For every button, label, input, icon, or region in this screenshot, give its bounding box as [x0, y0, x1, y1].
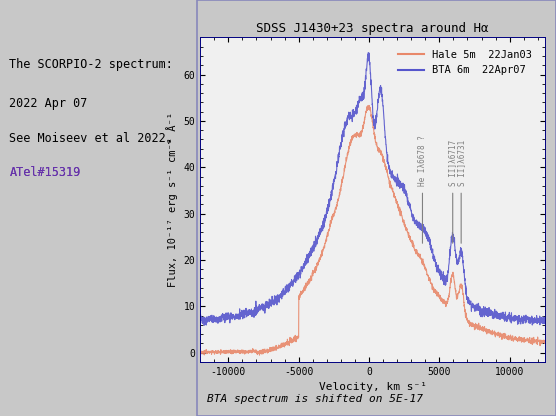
X-axis label: Velocity, km s⁻¹: Velocity, km s⁻¹	[319, 382, 426, 392]
Text: He Iλ6678 ?: He Iλ6678 ?	[418, 135, 427, 186]
Title: SDSS J1430+23 spectra around Hα: SDSS J1430+23 spectra around Hα	[256, 22, 489, 35]
Text: The SCORPIO-2 spectrum:: The SCORPIO-2 spectrum:	[9, 58, 173, 71]
Text: 2022 Apr 07: 2022 Apr 07	[9, 97, 88, 110]
Text: See Moiseev et al 2022,: See Moiseev et al 2022,	[9, 131, 173, 144]
Text: BTA spectrum is shifted on 5E-17: BTA spectrum is shifted on 5E-17	[207, 394, 423, 404]
Text: S II]λ6731: S II]λ6731	[456, 139, 466, 186]
Text: ATel#15319: ATel#15319	[9, 166, 81, 179]
Text: S II]λ6717: S II]λ6717	[448, 139, 457, 186]
Legend: Hale 5m  22Jan03, BTA 6m  22Apr07: Hale 5m 22Jan03, BTA 6m 22Apr07	[394, 46, 536, 79]
Y-axis label: Flux, 10⁻¹⁷ erg s⁻¹ cm⁻² Å⁻¹: Flux, 10⁻¹⁷ erg s⁻¹ cm⁻² Å⁻¹	[166, 112, 178, 287]
Text: ATel#15319: ATel#15319	[9, 166, 81, 179]
